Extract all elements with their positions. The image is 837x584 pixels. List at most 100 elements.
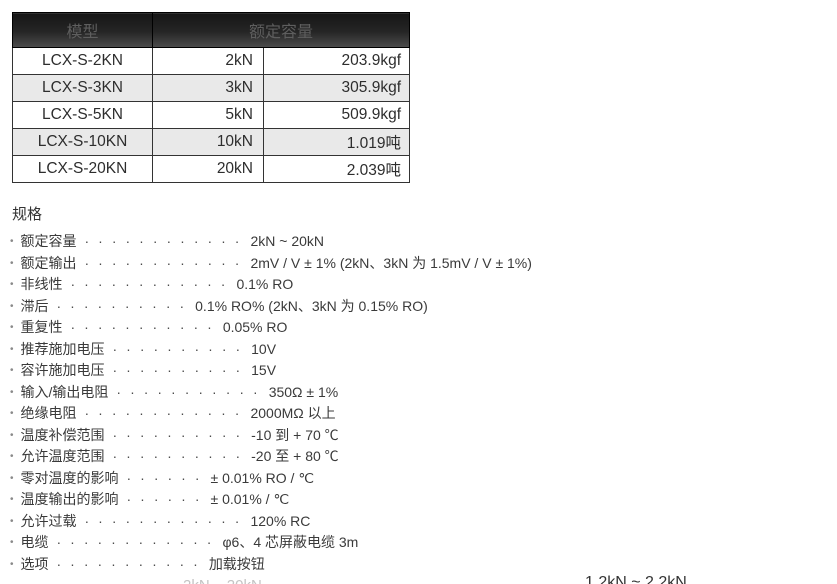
model-cell: LCX-S-3KN <box>12 74 153 102</box>
dot-leader: ············ <box>84 233 249 249</box>
spec-label: 重复性 <box>20 319 63 335</box>
spec-value: ± 0.01% / ℃ <box>210 491 290 507</box>
bullet-icon: • <box>10 236 14 247</box>
spec-label: 零对温度的影响 <box>20 469 119 486</box>
dot-leader: ············ <box>84 254 249 271</box>
bullet-icon: • <box>10 429 14 441</box>
dot-leader: ··········· <box>70 319 221 335</box>
bullet-icon: • <box>10 494 14 505</box>
dot-leader: ······ <box>126 469 209 486</box>
capacity-kn-cell: 5kN <box>152 101 264 129</box>
bullet-icon: • <box>10 386 14 398</box>
spec-value: 0.05% RO <box>222 319 288 335</box>
spec-label: 选项 <box>20 555 49 572</box>
dot-leader: ·········· <box>112 340 250 357</box>
spec-value: ± 0.01% RO / ℃ <box>210 469 315 486</box>
spec-value: 0.1% RO <box>236 276 294 292</box>
bullet-icon: • <box>10 257 14 269</box>
spec-item: • 非线性 ············ 0.1% RO <box>10 274 532 296</box>
capacity-kn-cell: 20kN <box>152 155 264 183</box>
table-row: LCX-S-10KN 10kN 1.019吨 <box>12 128 410 156</box>
spec-value: 350Ω ± 1% <box>268 383 339 400</box>
spec-item: • 允许温度范围 ·········· -20 至 + 80 ℃ <box>10 446 532 468</box>
specs-heading: 规格 <box>12 206 43 223</box>
dot-leader: ·········· <box>112 362 250 378</box>
spec-label: 电缆 <box>20 534 49 550</box>
model-cell: LCX-S-5KN <box>12 101 153 129</box>
table-row: LCX-S-3KN 3kN 305.9kgf <box>12 74 410 102</box>
bullet-icon: • <box>10 279 14 290</box>
spec-item: • 允许过载 ············ 120% RC <box>10 511 532 533</box>
specs-list: • 额定容量 ············ 2kN ~ 20kN • 额定输出 ·······… <box>10 231 532 575</box>
bullet-icon: • <box>10 451 14 462</box>
capacity-table: 模型 额定容量 LCX-S-2KN 2kN 203.9kgf LCX-S-3KN… <box>12 12 410 183</box>
spec-value: 15V <box>251 362 277 378</box>
spec-value: φ6、4 芯屏蔽电缆 3m <box>222 534 359 550</box>
spec-item: • 容许施加电压 ·········· 15V <box>10 360 532 382</box>
spec-label: 非线性 <box>20 276 63 292</box>
dot-leader: ············ <box>56 534 221 550</box>
spec-value: -20 至 + 80 ℃ <box>251 448 339 464</box>
capacity-alt-cell: 2.039吨 <box>263 155 410 183</box>
spec-value: 2kN ~ 20kN <box>250 233 325 249</box>
spec-label: 推荐施加电压 <box>20 340 105 357</box>
capacity-alt-cell: 203.9kgf <box>263 47 410 75</box>
bullet-icon: • <box>10 343 14 355</box>
bullet-icon: • <box>10 472 14 484</box>
spec-label: 温度输出的影响 <box>20 491 119 507</box>
spec-item: • 绝缘电阻 ············ 2000MΩ 以上 <box>10 403 532 425</box>
spec-label: 额定容量 <box>20 233 77 249</box>
spec-item: • 额定输出 ············ 2mV / V ± 1% (2kN、3kN 为… <box>10 253 532 275</box>
dot-leader: ·········· <box>112 426 250 443</box>
clipped-text-left: 2kN ~ 20kN <box>183 577 262 584</box>
spec-item: • 输入/输出电阻 ··········· 350Ω ± 1% <box>10 382 532 404</box>
capacity-kn-cell: 3kN <box>152 74 264 102</box>
dot-leader: ··········· <box>116 383 267 400</box>
spec-value: 10V <box>251 340 277 357</box>
spec-value: 2mV / V ± 1% (2kN、3kN 为 1.5mV / V ± 1%) <box>250 254 532 271</box>
table-header-capacity: 额定容量 <box>152 12 410 48</box>
specs-section: 规格 • 额定容量 ············ 2kN ~ 20kN • 额定输出 ····… <box>10 203 532 575</box>
dot-leader: ······ <box>126 491 209 507</box>
clipped-text-right: 1.2kN ~ 2.2kN <box>585 574 687 584</box>
spec-label: 容许施加电压 <box>20 362 105 378</box>
bullet-icon: • <box>10 537 14 548</box>
table-row: LCX-S-5KN 5kN 509.9kgf <box>12 101 410 129</box>
table-row: LCX-S-2KN 2kN 203.9kgf <box>12 47 410 75</box>
bullet-icon: • <box>10 408 14 419</box>
table-header-model: 模型 <box>12 12 153 48</box>
capacity-alt-cell: 1.019吨 <box>263 128 410 156</box>
model-cell: LCX-S-2KN <box>12 47 153 75</box>
bullet-icon: • <box>10 300 14 312</box>
capacity-alt-cell: 305.9kgf <box>263 74 410 102</box>
bullet-icon: • <box>10 515 14 527</box>
spec-value: 加载按钮 <box>208 555 265 572</box>
spec-item: • 选项 ··········· 加载按钮 <box>10 554 532 576</box>
spec-item: • 重复性 ··········· 0.05% RO <box>10 317 532 339</box>
model-cell: LCX-S-10KN <box>12 128 153 156</box>
spec-label: 滞后 <box>20 297 49 314</box>
dot-leader: ·········· <box>56 297 194 314</box>
spec-value: -10 到 + 70 ℃ <box>251 426 339 443</box>
spec-label: 允许温度范围 <box>20 448 105 464</box>
bullet-icon: • <box>10 365 14 376</box>
spec-label: 温度补偿范围 <box>20 426 105 443</box>
spec-value: 2000MΩ 以上 <box>250 405 336 421</box>
dot-leader: ·········· <box>112 448 250 464</box>
table-row: LCX-S-20KN 20kN 2.039吨 <box>12 155 410 183</box>
dot-leader: ············ <box>84 405 249 421</box>
bullet-icon: • <box>10 558 14 570</box>
model-cell: LCX-S-20KN <box>12 155 153 183</box>
spec-item: • 电缆 ············ φ6、4 芯屏蔽电缆 3m <box>10 532 532 554</box>
dot-leader: ··········· <box>56 555 207 572</box>
capacity-kn-cell: 2kN <box>152 47 264 75</box>
dot-leader: ············ <box>84 512 249 529</box>
spec-item: • 温度输出的影响 ······ ± 0.01% / ℃ <box>10 489 532 511</box>
spec-label: 额定输出 <box>20 254 77 271</box>
bullet-icon: • <box>10 322 14 333</box>
spec-item: • 温度补偿范围 ·········· -10 到 + 70 ℃ <box>10 425 532 447</box>
spec-label: 允许过载 <box>20 512 77 529</box>
spec-label: 绝缘电阻 <box>20 405 77 421</box>
spec-item: • 额定容量 ············ 2kN ~ 20kN <box>10 231 532 253</box>
